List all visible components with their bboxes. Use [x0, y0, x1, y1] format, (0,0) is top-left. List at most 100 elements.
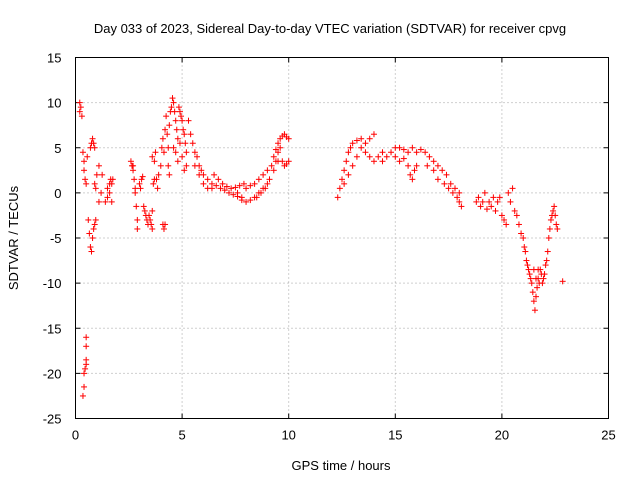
- data-point: [147, 216, 154, 223]
- x-tick-label: 25: [601, 428, 615, 443]
- data-point: [182, 140, 189, 147]
- data-point: [434, 176, 441, 183]
- data-point: [137, 185, 144, 192]
- data-point: [345, 171, 352, 178]
- y-tick-label: -5: [50, 231, 62, 246]
- data-point: [262, 185, 269, 192]
- chart-title: Day 033 of 2023, Sidereal Day-to-day VTE…: [94, 21, 566, 36]
- data-point: [85, 216, 92, 223]
- data-point: [79, 392, 86, 399]
- y-tick-label: 15: [47, 51, 61, 66]
- data-point: [81, 158, 88, 165]
- data-point: [183, 162, 190, 169]
- data-point: [379, 158, 386, 165]
- data-point: [285, 135, 292, 142]
- data-point: [200, 180, 207, 187]
- data-point: [165, 144, 172, 151]
- data-point: [95, 162, 102, 169]
- data-point: [553, 221, 560, 228]
- data-point: [426, 153, 433, 160]
- data-point: [522, 248, 529, 255]
- data-point: [173, 126, 180, 133]
- data-point: [540, 275, 547, 282]
- data-point: [341, 167, 348, 174]
- data-point: [179, 153, 186, 160]
- data-point: [76, 108, 83, 115]
- data-point: [98, 189, 105, 196]
- data-point: [547, 216, 554, 223]
- data-point: [95, 198, 102, 205]
- axis-ticks: [75, 57, 609, 419]
- data-point: [166, 171, 173, 178]
- data-point: [104, 194, 111, 201]
- data-point: [405, 162, 412, 169]
- x-tick-label: 15: [388, 428, 402, 443]
- data-point: [217, 185, 224, 192]
- data-point: [91, 221, 98, 228]
- data-point: [270, 167, 277, 174]
- data-point: [411, 167, 418, 174]
- data-point: [194, 153, 201, 160]
- data-point: [234, 189, 241, 196]
- data-point: [82, 176, 89, 183]
- data-point: [409, 144, 416, 151]
- data-point: [158, 144, 165, 151]
- data-point: [140, 203, 147, 210]
- data-point: [505, 189, 512, 196]
- data-point: [170, 99, 177, 106]
- data-point: [230, 191, 237, 198]
- x-axis-label: GPS time / hours: [292, 458, 391, 473]
- data-point: [343, 158, 350, 165]
- data-point: [166, 122, 173, 129]
- data-point: [215, 176, 222, 183]
- data-point: [240, 180, 247, 187]
- data-point: [341, 180, 348, 187]
- data-point: [159, 135, 166, 142]
- data-point: [362, 140, 369, 147]
- data-point: [91, 180, 98, 187]
- data-point: [138, 176, 145, 183]
- data-point: [131, 176, 138, 183]
- data-point: [268, 162, 275, 169]
- data-point: [151, 158, 158, 165]
- data-point: [400, 155, 407, 162]
- data-point: [531, 307, 538, 314]
- data-point: [176, 140, 183, 147]
- data-point: [413, 162, 420, 169]
- data-point: [539, 280, 546, 287]
- data-point: [93, 171, 100, 178]
- data-point: [496, 194, 503, 201]
- data-point: [551, 203, 558, 210]
- data-point: [417, 146, 424, 153]
- data-point: [501, 216, 508, 223]
- data-point: [458, 203, 465, 210]
- data-point: [134, 216, 141, 223]
- data-point: [238, 197, 245, 204]
- data-point: [83, 334, 90, 341]
- data-point: [370, 158, 377, 165]
- data-point: [349, 162, 356, 169]
- data-point: [181, 167, 188, 174]
- data-point: [89, 235, 96, 241]
- data-point: [87, 244, 94, 251]
- data-point: [336, 185, 343, 192]
- data-point: [149, 207, 156, 214]
- data-point: [168, 104, 175, 111]
- data-point: [146, 212, 153, 219]
- y-tick-label: 0: [54, 186, 61, 201]
- data-point: [83, 356, 90, 363]
- data-point: [358, 135, 365, 142]
- data-point: [264, 167, 271, 174]
- data-point: [533, 275, 540, 282]
- data-point: [279, 158, 286, 165]
- data-point: [483, 206, 490, 213]
- data-point: [424, 162, 431, 169]
- y-tick-label: -10: [43, 276, 62, 291]
- data-point: [79, 149, 86, 156]
- data-point: [345, 149, 352, 156]
- y-tick-label: 10: [47, 96, 61, 111]
- data-point: [392, 153, 399, 160]
- data-point: [441, 180, 448, 187]
- data-point: [180, 126, 187, 133]
